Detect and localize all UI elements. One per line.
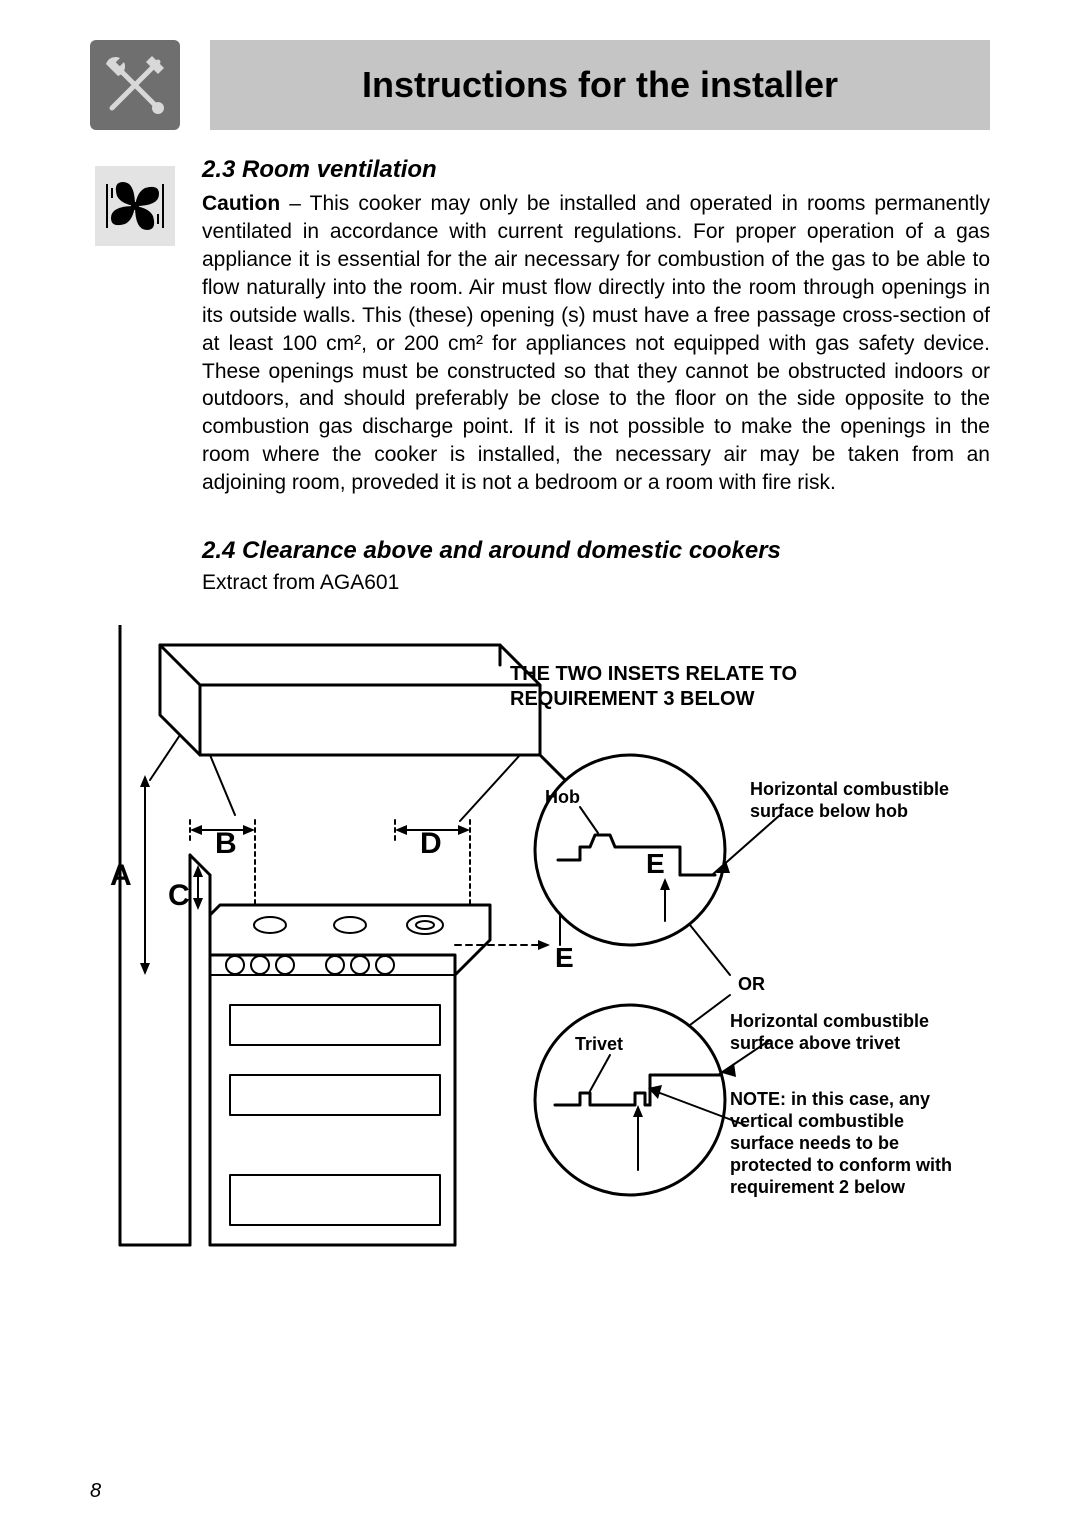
header-row: Instructions for the installer: [90, 40, 990, 130]
section-2-4-subtext: Extract from AGA601: [202, 571, 990, 595]
label-note-1: NOTE: in this case, any: [730, 1089, 930, 1109]
label-hcs-below-2: surface below hob: [750, 801, 908, 821]
page-title: Instructions for the installer: [362, 64, 838, 106]
label-d: D: [420, 827, 442, 860]
section-2-4-heading: 2.4 Clearance above and around domestic …: [202, 537, 990, 565]
section-2-4-body: 2.4 Clearance above and around domestic …: [202, 537, 990, 595]
label-hob: Hob: [545, 787, 580, 807]
section-2-4-icon-spacer: [90, 537, 180, 595]
label-hcs-below-1: Horizontal combustible: [750, 779, 949, 799]
page-number: 8: [90, 1480, 101, 1503]
section-2-3-text: – This cooker may only be installed and …: [202, 192, 990, 494]
label-e-main: E: [555, 942, 574, 973]
label-trivet: Trivet: [575, 1034, 623, 1054]
section-2-3-body: 2.3 Room ventilation Caution – This cook…: [202, 156, 990, 497]
label-c: C: [168, 879, 190, 912]
label-b: B: [215, 827, 237, 860]
label-hcs-above-1: Horizontal combustible: [730, 1011, 929, 1031]
diagram-caption-1: THE TWO INSETS RELATE TO: [510, 663, 797, 685]
diagram-caption-2: REQUIREMENT 3 BELOW: [510, 688, 755, 710]
label-note-3: surface needs to be: [730, 1133, 899, 1153]
label-e-inset: E: [646, 848, 665, 879]
label-hcs-above-2: surface above trivet: [730, 1033, 900, 1053]
label-note-2: vertical combustible: [730, 1111, 904, 1131]
label-or: OR: [738, 974, 765, 994]
label-note-5: requirement 2 below: [730, 1177, 906, 1197]
section-2-4: 2.4 Clearance above and around domestic …: [90, 537, 990, 595]
label-a: A: [110, 859, 132, 892]
section-2-3-heading: 2.3 Room ventilation: [202, 156, 990, 184]
tools-icon: [90, 40, 180, 130]
title-bar: Instructions for the installer: [210, 40, 990, 130]
fan-icon: [95, 166, 175, 246]
caution-label: Caution: [202, 192, 280, 215]
fan-icon-container: [90, 156, 180, 497]
section-2-3: 2.3 Room ventilation Caution – This cook…: [90, 156, 990, 497]
section-2-3-paragraph: Caution – This cooker may only be instal…: [202, 190, 990, 497]
clearance-diagram: THE TWO INSETS RELATE TO REQUIREMENT 3 B…: [90, 625, 970, 1275]
label-note-4: protected to conform with: [730, 1155, 952, 1175]
